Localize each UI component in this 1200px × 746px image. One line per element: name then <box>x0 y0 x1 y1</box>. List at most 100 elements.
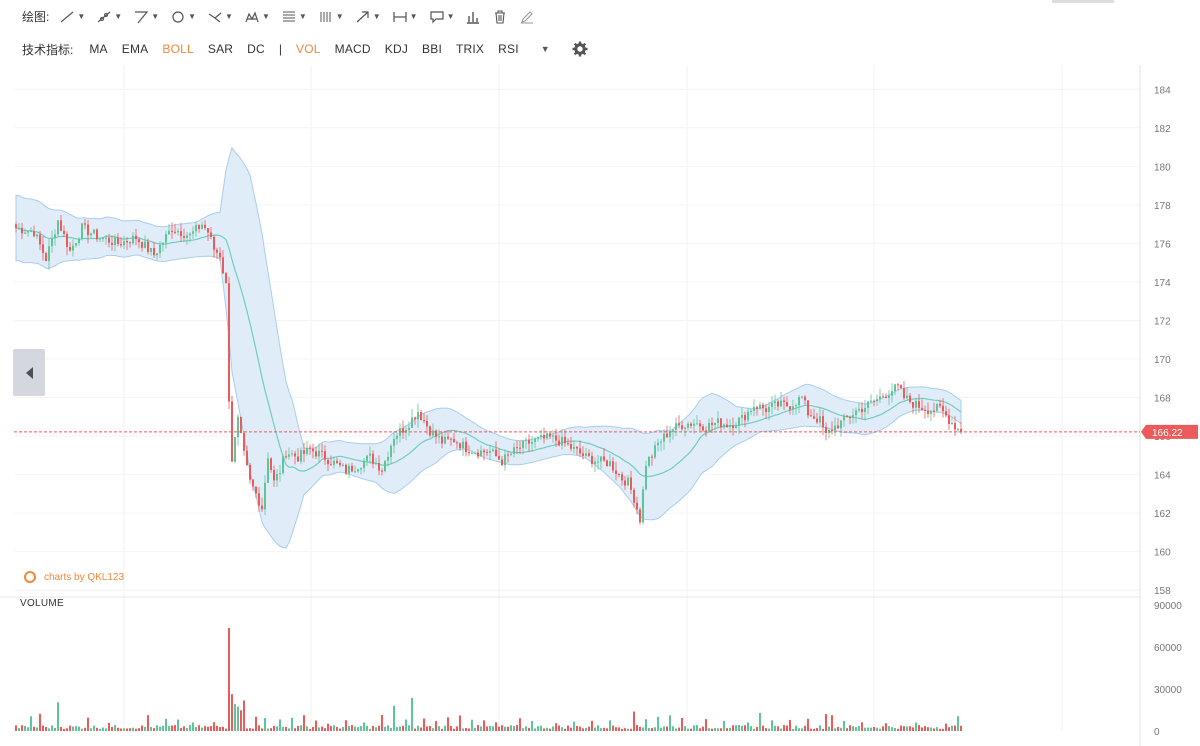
candle-body <box>78 238 80 243</box>
volume-bar <box>78 726 80 731</box>
volume-bar <box>333 725 335 731</box>
price-tick-label: 168 <box>1154 394 1171 405</box>
candle-body <box>333 460 335 465</box>
candle-body <box>885 396 887 399</box>
indicator-bbi[interactable]: BBI <box>422 42 442 56</box>
volume-bar <box>492 726 494 731</box>
measure-tool-icon[interactable]: ▼ <box>392 10 418 24</box>
line-tool-icon[interactable]: ▼ <box>59 10 85 24</box>
volume-bar <box>828 726 830 731</box>
candle-body <box>216 249 218 253</box>
volume-bar <box>930 727 932 731</box>
indicator-dc[interactable]: DC <box>247 42 265 56</box>
top-scrollbar[interactable] <box>1052 0 1114 3</box>
candle-body <box>315 451 317 457</box>
candle-body <box>456 442 458 444</box>
volume-bar <box>123 728 125 731</box>
volume-bar <box>279 719 281 731</box>
volume-bar <box>357 727 359 731</box>
indicator-vol[interactable]: VOL <box>296 42 321 56</box>
volume-bar <box>870 727 872 731</box>
settings-gear-icon[interactable] <box>572 41 588 57</box>
candle-body <box>783 400 785 403</box>
volume-bar <box>48 728 50 731</box>
volume-bar <box>771 720 773 731</box>
volume-bar <box>93 725 95 731</box>
candle-body <box>945 411 947 416</box>
candle-body <box>744 415 746 421</box>
fibonacci-tool-icon[interactable]: ▼ <box>281 10 307 24</box>
indicator-ma[interactable]: MA <box>89 42 108 56</box>
indicator-trix[interactable]: TRIX <box>456 42 485 56</box>
trash-icon[interactable] <box>492 9 508 24</box>
candle-body <box>144 241 146 248</box>
volume-bar <box>207 726 209 731</box>
candle-body <box>342 464 344 466</box>
volume-bar <box>51 725 53 731</box>
candle-body <box>714 422 716 425</box>
candle-body <box>723 424 725 428</box>
candle-body <box>474 452 476 454</box>
candle-body <box>693 423 695 426</box>
volume-bar <box>534 728 536 731</box>
scroll-left-button[interactable] <box>13 349 45 396</box>
volume-bar <box>663 726 665 731</box>
volume-bar <box>579 726 581 731</box>
candle-body <box>30 231 32 233</box>
current-price-label: 166.22 <box>1152 428 1183 439</box>
candle-body <box>165 234 167 243</box>
pen-lock-icon[interactable] <box>519 10 535 24</box>
volume-bar <box>879 728 881 731</box>
volume-bar <box>570 727 572 731</box>
volume-bar <box>303 715 305 731</box>
cross-line-tool-icon[interactable]: ▼ <box>207 10 233 24</box>
indicator-kdj[interactable]: KDJ <box>384 42 409 56</box>
volume-bar <box>234 704 236 731</box>
volume-bar <box>267 728 269 731</box>
volume-bar <box>87 717 89 731</box>
more-indicators-caret-icon[interactable]: ▼ <box>540 44 550 54</box>
candle-body <box>69 247 71 251</box>
volume-bar <box>405 719 407 731</box>
volume-bar <box>462 728 464 731</box>
arrow-tool-icon[interactable]: ▼ <box>355 10 381 24</box>
indicator-rsi[interactable]: RSI <box>498 42 519 56</box>
volume-bar <box>441 728 443 731</box>
comment-tool-icon[interactable]: ▼ <box>429 10 454 24</box>
price-tick-label: 182 <box>1154 124 1171 135</box>
gann-tool-icon[interactable]: ▼ <box>318 10 344 24</box>
volume-bar <box>846 728 848 731</box>
indicator-sar[interactable]: SAR <box>207 42 234 56</box>
candle-body <box>300 450 302 462</box>
ray-tool-icon[interactable]: ▼ <box>96 10 122 24</box>
current-price-tag <box>1141 424 1198 439</box>
candle-body <box>915 401 917 408</box>
candle-body <box>588 453 590 456</box>
pattern-tool-icon[interactable]: ▼ <box>244 10 270 24</box>
candle-body <box>720 418 722 428</box>
volume-bar <box>855 727 857 731</box>
indicator-boll[interactable]: BOLL <box>162 42 194 56</box>
volume-bar <box>336 727 338 731</box>
bar-chart-icon[interactable] <box>465 10 481 24</box>
candle-body <box>360 468 362 470</box>
candle-body <box>459 443 461 449</box>
volume-bar <box>651 727 653 731</box>
volume-bar <box>885 723 887 731</box>
volume-bar <box>618 727 620 731</box>
candle-body <box>279 473 281 475</box>
triangle-tool-icon[interactable]: ▼ <box>133 10 159 24</box>
candle-body <box>846 415 848 418</box>
indicator-ema[interactable]: EMA <box>121 42 149 56</box>
volume-bar <box>600 728 602 731</box>
volume-bar <box>792 728 794 731</box>
indicator-macd[interactable]: MACD <box>334 42 371 56</box>
candle-body <box>441 436 443 444</box>
volume-bar <box>270 728 272 731</box>
circle-tool-icon[interactable]: ▼ <box>170 10 196 24</box>
volume-bar <box>81 728 83 731</box>
volume-bar <box>219 727 221 731</box>
volume-bar <box>120 728 122 731</box>
candle-body <box>297 456 299 462</box>
chart-canvas[interactable]: 1841821801781761741721701681661641621601… <box>0 65 1200 746</box>
